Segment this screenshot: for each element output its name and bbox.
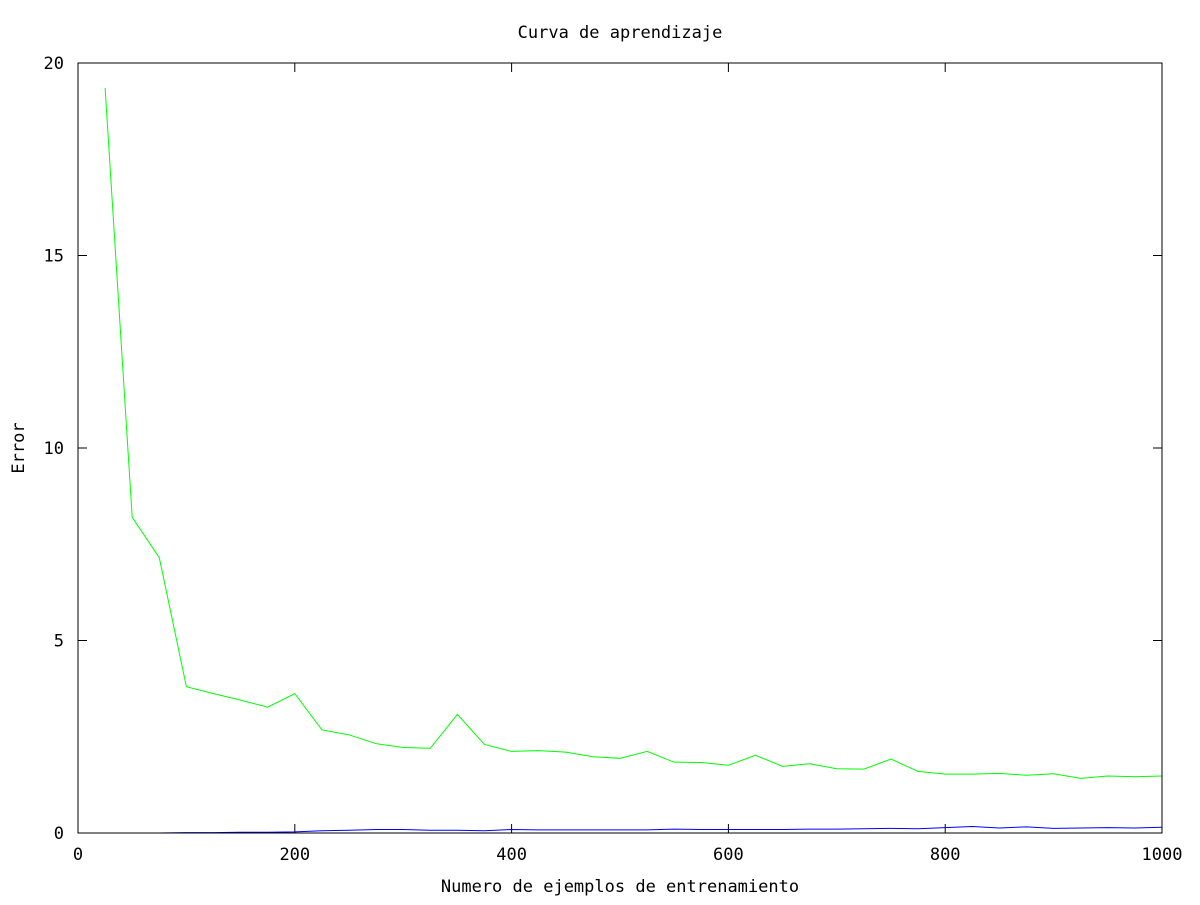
y-axis-label: Error — [9, 422, 29, 473]
x-tick-label: 1000 — [1142, 845, 1183, 865]
y-tick-label: 15 — [44, 247, 64, 267]
series-line-1 — [104, 87, 1163, 779]
ticks-layer: 0 200 400 600 800 1000 0 5 10 15 20 — [44, 54, 1183, 865]
y-tick-label: 0 — [54, 824, 64, 844]
y-tick-label: 20 — [44, 54, 64, 74]
chart-title: Curva de aprendizaje — [518, 23, 723, 43]
y-tick-label: 5 — [54, 632, 64, 652]
plot-area-frame — [77, 62, 1163, 834]
x-tick-label: 800 — [930, 845, 961, 865]
x-tick-label: 600 — [713, 845, 744, 865]
x-tick-label: 0 — [73, 845, 83, 865]
series-line-2 — [105, 825, 1163, 834]
series-layer — [104, 87, 1163, 834]
x-tick-label: 200 — [279, 845, 310, 865]
y-tick-label: 10 — [44, 439, 64, 459]
x-tick-label: 400 — [496, 845, 527, 865]
x-axis-label: Numero de ejemplos de entrenamiento — [441, 877, 799, 897]
